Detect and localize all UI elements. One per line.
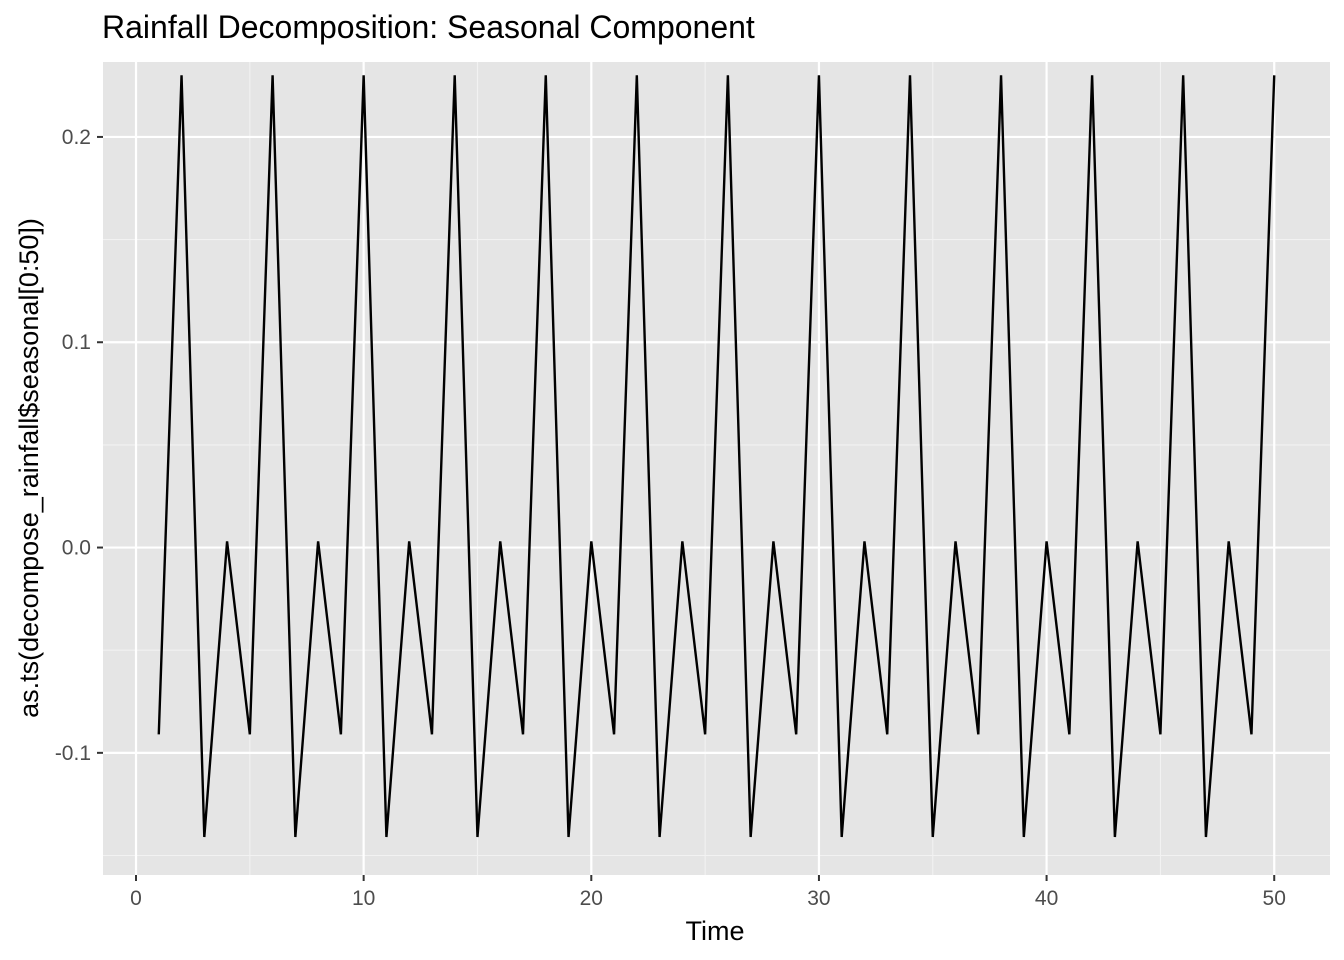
plot-panel (103, 62, 1330, 875)
x-tick-label: 20 (580, 887, 603, 910)
x-axis-title: Time (686, 916, 745, 946)
chart-title: Rainfall Decomposition: Seasonal Compone… (102, 9, 755, 45)
x-tick-label: 30 (807, 887, 830, 910)
y-tick-label: -0.1 (55, 742, 91, 765)
grid-major (103, 62, 1330, 875)
x-axis: 0 10 20 30 40 50 (130, 875, 1286, 910)
y-tick-label: 0.1 (62, 331, 91, 354)
y-tick-label: 0.2 (62, 126, 91, 149)
x-tick-label: 40 (1035, 887, 1058, 910)
series-layer (157, 75, 1276, 838)
x-tick-label: 0 (130, 887, 142, 910)
grid-minor (103, 62, 1330, 875)
y-axis-title: as.ts(decompose_rainfall$seasonal[0:50]) (14, 218, 44, 718)
y-tick-label: 0.0 (62, 537, 91, 560)
y-axis: -0.1 0.0 0.1 0.2 (55, 126, 103, 765)
x-tick-label: 10 (352, 887, 375, 910)
series-line (157, 75, 1276, 838)
x-tick-label: 50 (1263, 887, 1286, 910)
